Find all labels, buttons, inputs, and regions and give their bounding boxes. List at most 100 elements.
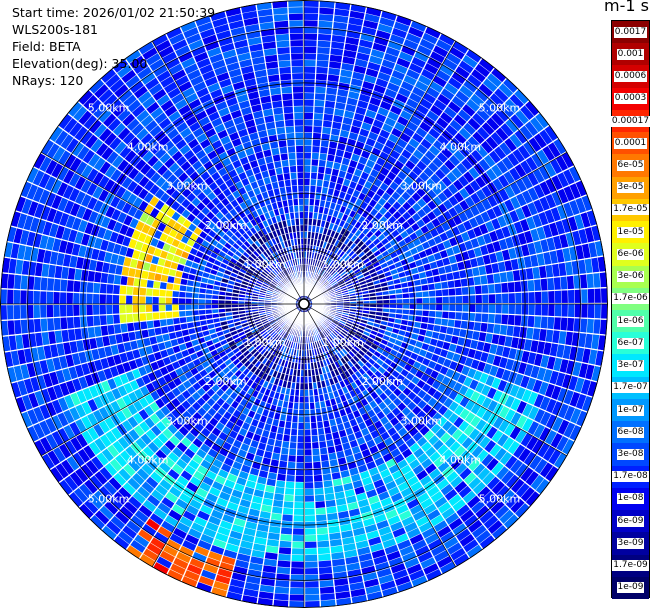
range-gate-cell bbox=[7, 274, 15, 289]
range-gate-cell bbox=[318, 566, 333, 575]
range-gate-cell bbox=[560, 317, 568, 331]
range-gate-cell bbox=[297, 422, 304, 430]
range-gate-cell bbox=[501, 226, 511, 238]
range-gate-cell bbox=[468, 295, 476, 304]
range-gate-cell bbox=[498, 238, 508, 251]
range-gate-cell bbox=[485, 98, 500, 112]
range-gate-cell bbox=[192, 298, 199, 304]
range-gate-cell bbox=[395, 313, 403, 320]
range-gate-cell bbox=[427, 200, 437, 211]
range-gate-cell bbox=[266, 539, 280, 547]
range-gate-cell bbox=[495, 293, 502, 304]
range-gate-cell bbox=[265, 545, 279, 554]
range-gate-cell bbox=[547, 316, 555, 330]
range-gate-cell bbox=[338, 250, 346, 258]
range-gate-cell bbox=[328, 251, 334, 259]
range-gate-cell bbox=[314, 488, 324, 495]
range-gate-cell bbox=[324, 235, 330, 243]
range-gate-cell bbox=[481, 185, 493, 198]
range-gate-cell bbox=[362, 271, 370, 277]
range-gate-cell bbox=[454, 279, 462, 288]
range-gate-cell bbox=[309, 185, 316, 193]
range-gate-cell bbox=[581, 304, 588, 318]
range-gate-cell bbox=[476, 107, 490, 122]
range-gate-cell bbox=[145, 296, 153, 304]
range-gate-cell bbox=[527, 172, 539, 187]
range-gate-cell bbox=[330, 128, 341, 136]
range-gate-cell bbox=[525, 156, 538, 171]
range-gate-cell bbox=[378, 206, 388, 216]
range-gate-cell bbox=[60, 317, 68, 330]
range-gate-cell bbox=[48, 331, 56, 345]
range-gate-cell bbox=[426, 110, 439, 122]
range-gate-cell bbox=[331, 558, 346, 567]
range-gate-cell bbox=[282, 507, 294, 515]
range-gate-cell bbox=[538, 265, 547, 279]
range-gate-cell bbox=[584, 227, 595, 243]
range-gate-cell bbox=[340, 69, 353, 78]
range-gate-cell bbox=[346, 240, 354, 248]
range-gate-cell bbox=[276, 473, 287, 481]
range-gate-cell bbox=[0, 305, 8, 320]
range-gate-cell bbox=[354, 285, 361, 291]
range-gate-cell bbox=[270, 512, 282, 521]
range-gate-cell bbox=[442, 58, 458, 71]
range-gate-cell bbox=[512, 148, 525, 163]
range-gate-cell bbox=[312, 139, 321, 147]
range-gate-cell bbox=[464, 208, 475, 220]
range-gate-cell bbox=[395, 93, 409, 104]
range-gate-cell bbox=[366, 264, 375, 271]
range-gate-cell bbox=[367, 174, 377, 184]
range-gate-cell bbox=[354, 221, 362, 229]
range-gate-cell bbox=[441, 176, 453, 188]
range-gate-cell bbox=[319, 277, 325, 284]
range-gate-cell bbox=[370, 217, 379, 226]
range-gate-cell bbox=[403, 304, 410, 310]
range-gate-cell bbox=[491, 218, 501, 230]
range-gate-cell bbox=[343, 110, 355, 119]
range-gate-cell bbox=[328, 525, 341, 534]
range-gate-cell bbox=[432, 196, 443, 207]
range-gate-cell bbox=[334, 265, 341, 272]
range-gate-cell bbox=[445, 142, 458, 154]
range-gate-cell bbox=[284, 488, 295, 495]
range-gate-cell bbox=[290, 568, 304, 575]
range-gate-cell bbox=[66, 316, 74, 329]
range-gate-cell bbox=[319, 441, 327, 449]
range-gate-cell bbox=[33, 318, 42, 333]
range-gate-cell bbox=[541, 291, 549, 304]
range-gate-cell bbox=[547, 142, 561, 158]
range-gate-cell bbox=[304, 225, 308, 232]
range-gate-cell bbox=[426, 86, 440, 99]
range-gate-cell bbox=[380, 10, 397, 21]
range-gate-cell bbox=[357, 240, 365, 248]
range-gate-cell bbox=[574, 289, 582, 304]
range-gate-cell bbox=[578, 259, 587, 274]
range-gate-cell bbox=[389, 238, 398, 247]
range-gate-cell bbox=[462, 140, 475, 154]
range-gate-cell bbox=[335, 102, 346, 110]
range-gate-cell bbox=[319, 0, 335, 9]
range-gate-cell bbox=[436, 304, 443, 311]
range-gate-cell bbox=[470, 93, 485, 107]
range-gate-cell bbox=[350, 226, 358, 235]
range-gate-cell bbox=[396, 304, 403, 309]
range-gate-cell bbox=[504, 260, 513, 272]
range-gate-cell bbox=[482, 78, 498, 93]
range-gate-cell bbox=[359, 128, 370, 138]
range-gate-cell bbox=[128, 331, 136, 342]
range-gate-cell bbox=[348, 260, 355, 267]
range-gate-cell bbox=[179, 310, 186, 318]
range-gate-cell bbox=[353, 65, 367, 74]
range-gate-cell bbox=[329, 279, 336, 285]
range-gate-cell bbox=[461, 312, 469, 321]
range-gate-cell bbox=[501, 282, 509, 293]
range-gate-cell bbox=[374, 220, 383, 229]
range-gate-cell bbox=[465, 49, 482, 63]
range-gate-cell bbox=[453, 203, 464, 215]
range-gate-cell bbox=[419, 121, 432, 133]
range-gate-cell bbox=[139, 287, 147, 296]
range-gate-cell bbox=[86, 315, 94, 327]
range-gate-cell bbox=[580, 318, 588, 333]
range-gate-cell bbox=[397, 115, 409, 127]
